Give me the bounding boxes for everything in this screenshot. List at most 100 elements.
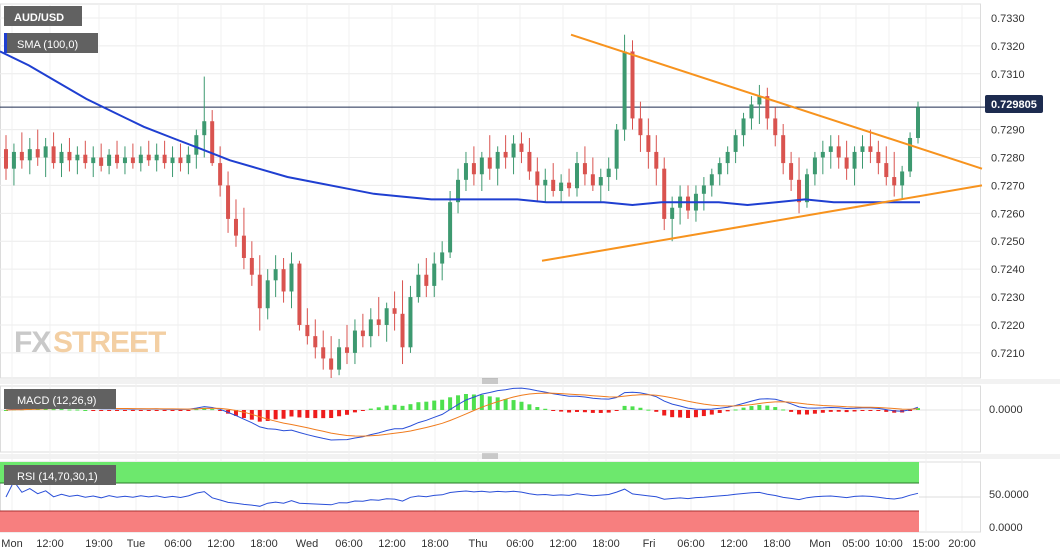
macd-hist-pos (503, 398, 508, 410)
candle-up (11, 151, 16, 169)
candle-up (75, 154, 80, 161)
macd-hist-neg (654, 410, 659, 412)
macd-hist-pos (757, 404, 762, 410)
candle-up (186, 154, 191, 164)
macd-zero-label: 0.0000 (989, 404, 1023, 416)
candle-down (686, 196, 691, 211)
candle-down (519, 143, 524, 152)
x-tick-label: 18:00 (763, 538, 791, 550)
panel-separator-0 (0, 379, 1060, 384)
x-tick-label: 18:00 (421, 538, 449, 550)
candle-down (630, 51, 635, 119)
candle-down (503, 151, 508, 158)
macd-hist-neg (305, 410, 310, 418)
candle-down (226, 185, 231, 219)
candle-up (622, 51, 627, 130)
candle-up (574, 163, 579, 189)
x-tick-label: Mon (809, 538, 830, 550)
macd-hist-pos (51, 409, 56, 411)
candle-down (876, 151, 881, 164)
candle-up (43, 146, 48, 158)
x-tick-label: 06:00 (506, 538, 534, 550)
last-price-box (985, 95, 1043, 113)
x-tick-label: 06:00 (677, 538, 705, 550)
macd-hist-neg (828, 410, 833, 412)
candle-up (202, 121, 207, 136)
macd-hist-neg (337, 410, 342, 417)
candle-up (749, 104, 754, 119)
candle-up (463, 163, 468, 180)
candle-up (908, 137, 913, 172)
candle-up (154, 154, 159, 161)
candle-down (115, 154, 120, 164)
macd-hist-neg (297, 410, 302, 418)
macd-hist-neg (820, 410, 825, 413)
macd-hist-neg (154, 410, 159, 411)
candle-down (765, 96, 770, 119)
macd-hist-neg (717, 410, 722, 413)
candle-up (170, 157, 175, 164)
macd-hist-pos (376, 407, 381, 410)
candle-up (828, 146, 833, 152)
macd-hist-pos (456, 395, 461, 410)
macd-hist-pos (67, 409, 72, 411)
macd-hist-neg (122, 410, 127, 411)
candle-down (527, 151, 532, 172)
macd-hist-neg (186, 410, 191, 411)
candle-down (4, 149, 8, 169)
y-tick-label: 0.7220 (991, 320, 1025, 332)
candle-up (368, 319, 373, 337)
x-tick-label: Tue (127, 538, 146, 550)
candle-down (99, 157, 104, 166)
macd-hist-neg (289, 410, 294, 417)
macd-hist-neg (91, 410, 96, 411)
macd-hist-neg (345, 410, 350, 415)
macd-hist-neg (693, 410, 698, 418)
candle-down (392, 308, 397, 314)
macd-hist-pos (781, 409, 786, 411)
macd-hist-neg (678, 410, 683, 418)
macd-hist-pos (479, 394, 484, 410)
x-tick-label: 12:00 (207, 538, 235, 550)
macd-hist-neg (614, 410, 619, 411)
candle-down (884, 163, 889, 178)
macd-hist-neg (321, 410, 326, 419)
macd-hist-neg (130, 410, 135, 411)
candle-down (662, 168, 667, 219)
candle-down (638, 118, 643, 136)
macd-hist-neg (812, 410, 817, 414)
macd-hist-neg (559, 410, 564, 412)
descending-trendline (570, 33, 983, 170)
macd-hist-pos (741, 407, 746, 410)
macd-hist-neg (257, 410, 262, 422)
candle-up (495, 151, 500, 169)
macd-hist-pos (83, 409, 88, 411)
macd-hist-neg (884, 410, 889, 412)
candle-down (35, 149, 40, 158)
macd-hist-pos (622, 405, 627, 410)
candle-down (797, 179, 802, 203)
macd-hist-pos (408, 404, 413, 410)
x-tick-label: 12:00 (36, 538, 64, 550)
macd-hist-pos (471, 394, 476, 410)
candle-down (130, 157, 135, 164)
macd-hist-neg (852, 410, 857, 412)
x-tick-label: Mon (1, 538, 22, 550)
macd-hist-neg (226, 410, 231, 414)
x-tick-label: 12:00 (720, 538, 748, 550)
candle-up (384, 308, 389, 325)
candle-up (852, 151, 857, 169)
macd-hist-pos (59, 409, 64, 411)
candle-down (241, 235, 246, 258)
macd-hist-neg (146, 410, 151, 411)
macd-hist-pos (448, 397, 453, 410)
candle-down (471, 163, 476, 175)
candle-up (812, 157, 817, 175)
macd-hist-neg (876, 410, 881, 412)
candle-up (804, 174, 809, 203)
last-price-label: 0.729805 (991, 99, 1037, 111)
macd-hist-neg (836, 410, 841, 412)
candle-down (281, 269, 286, 292)
